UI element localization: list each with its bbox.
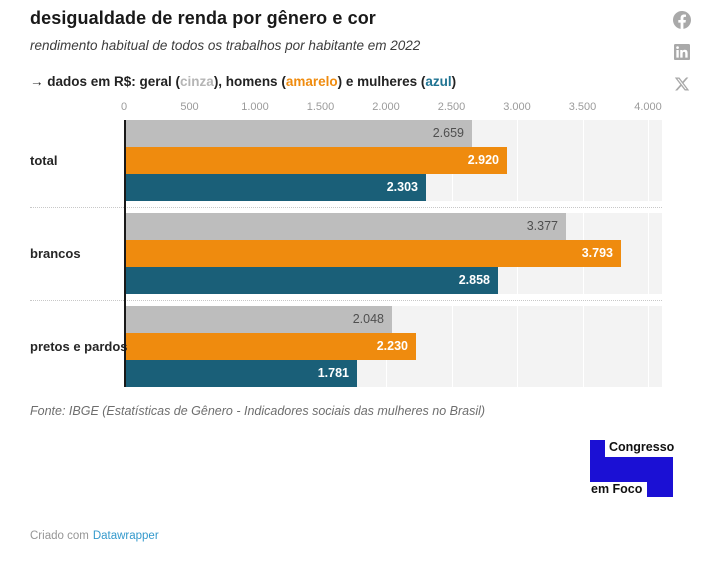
bar-mulheres-total: 2.303 bbox=[124, 174, 426, 201]
bar-geral-pretos-e-pardos: 2.048 bbox=[124, 306, 392, 333]
gridline bbox=[517, 306, 518, 387]
logo-shape bbox=[590, 457, 673, 482]
bar-mulheres-pretos-e-pardos: 1.781 bbox=[124, 360, 357, 387]
axis-tick-label: 2.500 bbox=[437, 101, 466, 113]
bar-value-label: 2.659 bbox=[432, 126, 464, 140]
linkedin-share-icon[interactable] bbox=[673, 43, 691, 61]
category-label-brancos: brancos bbox=[30, 245, 81, 261]
gridline bbox=[648, 213, 649, 294]
legend-text: cinza bbox=[180, 74, 214, 89]
axis-tick-label: 3.000 bbox=[503, 101, 531, 113]
attribution: Criado com Datawrapper bbox=[30, 530, 159, 542]
bar-group-total: 2.659 2.920 2.303 bbox=[124, 120, 662, 201]
axis-tick-label: 2.000 bbox=[372, 101, 400, 113]
zero-baseline bbox=[124, 120, 126, 387]
x-axis: 0 500 1.000 1.500 2.000 2.500 3.000 3.500 4.000 bbox=[120, 101, 662, 115]
category-label-pretos-e-pardos: pretos e pardos bbox=[30, 338, 128, 354]
bar-value-label: 3.793 bbox=[581, 246, 613, 260]
category-labels: total brancos pretos e pardos bbox=[30, 120, 128, 387]
logo-text-congresso: Congresso bbox=[609, 440, 675, 454]
group-separator bbox=[30, 207, 662, 208]
axis-tick-label: 1.000 bbox=[241, 101, 269, 113]
logo-shape bbox=[590, 440, 605, 457]
axis-tick-label: 4.000 bbox=[634, 101, 662, 113]
axis-tick-label: 0 bbox=[120, 101, 128, 113]
bar-value-label: 3.377 bbox=[526, 219, 558, 233]
attribution-text: Criado com bbox=[30, 530, 89, 542]
bar-chart-plot: 2.659 2.920 2.303 3.377 3.793 2.858 2.048 2.230… bbox=[124, 120, 662, 387]
bar-mulheres-brancos: 2.858 bbox=[124, 267, 498, 294]
bar-group-brancos: 3.377 3.793 2.858 bbox=[124, 213, 662, 294]
gridline bbox=[648, 120, 649, 201]
axis-tick-label: 1.500 bbox=[306, 101, 335, 113]
share-buttons bbox=[673, 11, 691, 93]
legend-text: azul bbox=[425, 74, 452, 89]
gridline bbox=[582, 306, 584, 387]
bar-geral-total: 2.659 bbox=[124, 120, 472, 147]
group-separator bbox=[30, 300, 662, 301]
bar-value-label: 2.858 bbox=[458, 273, 490, 287]
bar-value-label: 2.920 bbox=[467, 153, 499, 167]
legend-text: ) e mulheres ( bbox=[337, 74, 426, 89]
legend-text: amarelo bbox=[285, 74, 338, 89]
logo-shape bbox=[647, 482, 673, 497]
axis-tick-label: 3.500 bbox=[568, 101, 597, 113]
gridline bbox=[517, 120, 518, 201]
bar-value-label: 1.781 bbox=[317, 366, 349, 380]
chart-subtitle: rendimento habitual de todos os trabalho… bbox=[30, 38, 421, 53]
datawrapper-link[interactable]: Datawrapper bbox=[92, 530, 159, 542]
category-label-total: total bbox=[30, 152, 58, 168]
x-twitter-share-icon[interactable] bbox=[673, 75, 691, 93]
legend-text: ) bbox=[451, 74, 457, 89]
bar-homens-pretos-e-pardos: 2.230 bbox=[124, 333, 416, 360]
gridline bbox=[648, 306, 649, 387]
gridline bbox=[451, 306, 453, 387]
bar-group-pretos-e-pardos: 2.048 2.230 1.781 bbox=[124, 306, 662, 387]
legend-text: → dados em R$: geral ( bbox=[30, 74, 181, 89]
chart-title: desigualdade de renda por gênero e cor bbox=[30, 8, 376, 28]
gridline bbox=[582, 120, 584, 201]
source-note: Fonte: IBGE (Estatísticas de Gênero - In… bbox=[30, 404, 486, 418]
bar-homens-brancos: 3.793 bbox=[124, 240, 621, 267]
bar-geral-brancos: 3.377 bbox=[124, 213, 566, 240]
legend-text: ), homens ( bbox=[213, 74, 286, 89]
bar-value-label: 2.048 bbox=[352, 312, 384, 326]
chart-legend: → dados em R$: geral (cinza), homens (am… bbox=[30, 74, 456, 89]
congresso-em-foco-logo: Congresso em Foco bbox=[590, 437, 674, 497]
axis-tick-label: 500 bbox=[180, 101, 199, 113]
bar-homens-total: 2.920 bbox=[124, 147, 507, 174]
logo-text-em-foco: em Foco bbox=[591, 482, 643, 496]
bar-value-label: 2.230 bbox=[376, 339, 408, 353]
bar-value-label: 2.303 bbox=[386, 180, 418, 194]
facebook-share-icon[interactable] bbox=[673, 11, 691, 29]
